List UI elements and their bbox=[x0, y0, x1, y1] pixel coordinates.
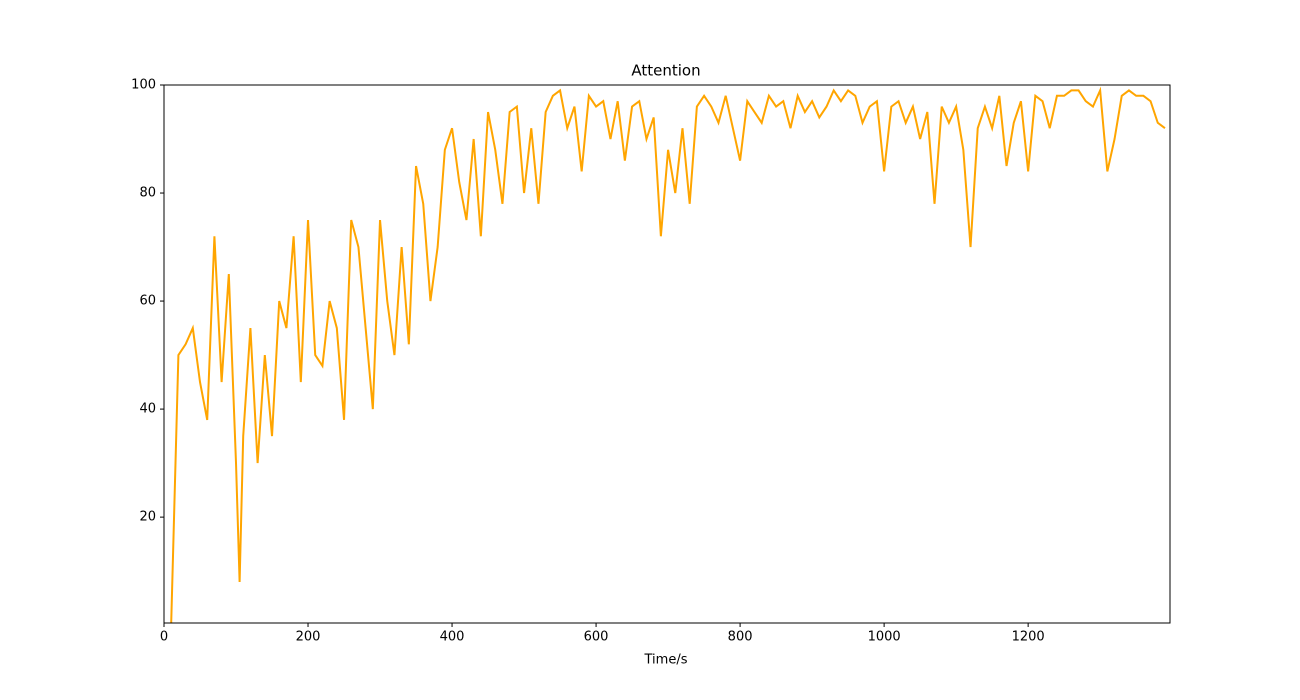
chart-title: Attention bbox=[631, 62, 700, 80]
x-tick-label: 600 bbox=[584, 630, 609, 645]
y-tick-label: 20 bbox=[139, 510, 156, 525]
x-tick-label: 1000 bbox=[868, 630, 901, 645]
x-tick-label: 1200 bbox=[1012, 630, 1045, 645]
x-axis-label: Time/s bbox=[644, 653, 688, 668]
y-tick-label: 80 bbox=[139, 186, 156, 201]
data-line bbox=[170, 86, 1166, 624]
x-tick-label: 400 bbox=[440, 630, 465, 645]
x-tick-label: 0 bbox=[160, 630, 168, 645]
plot-frame bbox=[163, 84, 1171, 624]
x-tick-label: 800 bbox=[728, 630, 753, 645]
y-tick-label: 40 bbox=[139, 402, 156, 417]
y-tick-label: 60 bbox=[139, 294, 156, 309]
x-tick-label: 200 bbox=[296, 630, 321, 645]
y-tick-label: 100 bbox=[131, 78, 156, 93]
